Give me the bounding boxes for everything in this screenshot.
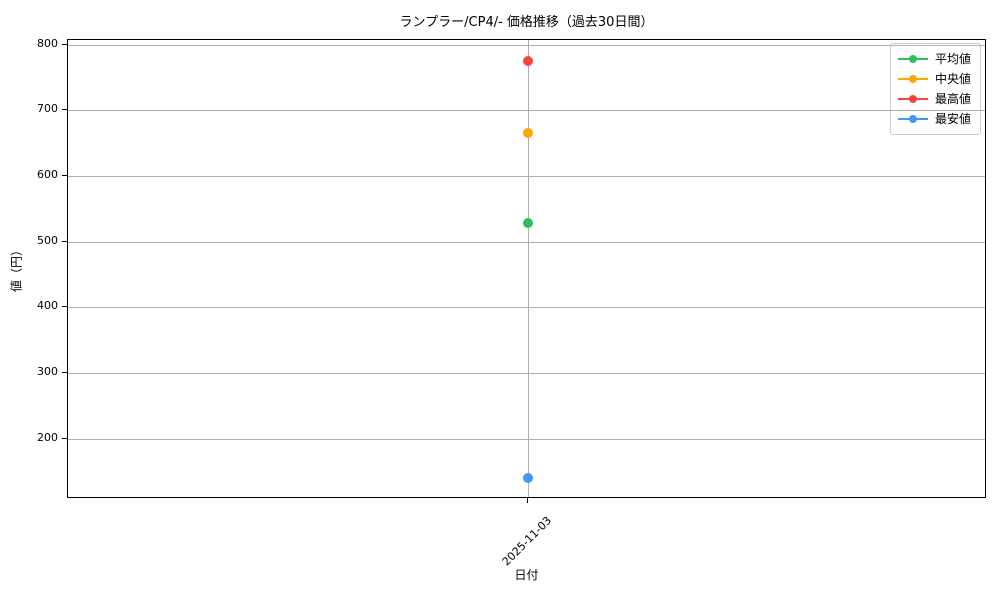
y-axis-label: 値（円） xyxy=(9,243,24,293)
y-tick-label: 800 xyxy=(37,36,58,50)
y-tick-mark xyxy=(62,109,67,111)
y-tick-label: 200 xyxy=(37,430,58,444)
horizontal-gridline xyxy=(68,372,985,374)
data-point-3 xyxy=(522,472,533,483)
legend-label: 中央値 xyxy=(934,72,971,86)
y-tick-mark xyxy=(62,174,67,176)
legend-sample xyxy=(897,94,928,104)
horizontal-gridline xyxy=(68,110,985,112)
y-tick-label: 300 xyxy=(37,364,58,378)
y-tick-mark xyxy=(62,371,67,373)
legend-label: 最高値 xyxy=(934,92,971,106)
horizontal-gridline xyxy=(68,438,985,440)
legend: 平均値中央値最高値最安値 xyxy=(889,43,981,135)
legend-marker xyxy=(908,75,917,83)
legend-item: 最安値 xyxy=(897,109,971,129)
x-axis-label: 日付 xyxy=(514,568,539,582)
legend-sample xyxy=(897,74,928,84)
data-point-1 xyxy=(522,128,533,139)
y-tick-label: 600 xyxy=(37,167,58,181)
legend-label: 最安値 xyxy=(934,112,971,126)
horizontal-gridline xyxy=(68,44,985,46)
x-tick-label: 2025-11-03 xyxy=(499,514,555,569)
legend-marker xyxy=(908,95,917,103)
y-tick-mark xyxy=(62,437,67,439)
data-point-2 xyxy=(522,56,533,66)
y-tick-mark xyxy=(62,240,67,242)
data-point-0 xyxy=(522,218,533,229)
legend-sample xyxy=(897,114,928,124)
y-tick-label: 500 xyxy=(37,233,58,247)
legend-item: 平均値 xyxy=(897,49,971,69)
chart-title: ランプラー/CP4/- 価格推移（過去30日間） xyxy=(399,15,654,30)
y-tick-label: 400 xyxy=(37,299,58,313)
legend-label: 平均値 xyxy=(934,52,971,66)
y-tick-label: 700 xyxy=(37,102,58,116)
y-tick-mark xyxy=(62,306,67,308)
legend-marker xyxy=(908,55,917,63)
vertical-gridline xyxy=(527,40,529,497)
horizontal-gridline xyxy=(68,307,985,309)
legend-sample xyxy=(897,54,928,64)
horizontal-gridline xyxy=(68,241,985,243)
legend-item: 中央値 xyxy=(897,69,971,89)
legend-item: 最高値 xyxy=(897,89,971,109)
y-tick-mark xyxy=(62,43,67,45)
x-tick-mark xyxy=(526,498,528,503)
legend-marker xyxy=(908,115,917,123)
plot-area: 平均値中央値最高値最安値 xyxy=(67,39,986,498)
horizontal-gridline xyxy=(68,175,985,177)
